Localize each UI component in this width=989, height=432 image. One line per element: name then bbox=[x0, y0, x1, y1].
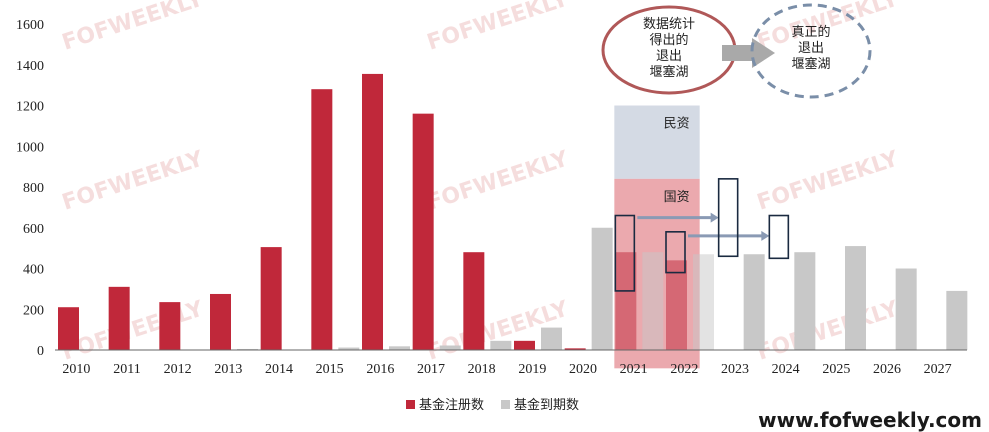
highlight-box-2022 bbox=[665, 231, 686, 274]
x-tick-label: 2022 bbox=[670, 362, 698, 377]
x-tick-label: 2011 bbox=[113, 362, 140, 377]
x-tick-label: 2025 bbox=[822, 362, 850, 377]
shift-arrowhead bbox=[710, 212, 719, 223]
x-tick-label: 2024 bbox=[772, 362, 800, 377]
bar-maturing-2018 bbox=[490, 340, 512, 350]
callout-line: 堰塞湖 bbox=[649, 64, 688, 80]
y-tick-label: 1000 bbox=[16, 140, 44, 155]
y-tick-label: 800 bbox=[23, 181, 44, 196]
bar-maturing-2019 bbox=[541, 327, 562, 350]
site-url: www.fofweekly.com bbox=[758, 408, 982, 432]
callout-arrow-body bbox=[722, 45, 752, 61]
bar-maturing-2013 bbox=[237, 348, 258, 350]
zone-label: 民资 bbox=[664, 117, 690, 132]
highlight-box-2023 bbox=[717, 178, 739, 258]
x-tick-label: 2014 bbox=[265, 362, 293, 377]
legend-swatch bbox=[406, 400, 415, 409]
bar-series bbox=[58, 73, 968, 351]
bar-registered-2018 bbox=[463, 252, 485, 350]
legend-swatch bbox=[501, 400, 510, 409]
shift-arrowhead bbox=[761, 230, 770, 241]
bar-registered-2017 bbox=[412, 113, 434, 351]
bar-registered-2014 bbox=[260, 247, 282, 350]
bar-registered-2022 bbox=[666, 260, 687, 350]
bar-registered-2015 bbox=[311, 89, 333, 350]
bar-maturing-2022 bbox=[693, 254, 714, 350]
bar-maturing-2015 bbox=[338, 347, 360, 350]
x-tick-label: 2015 bbox=[316, 362, 344, 377]
bar-maturing-2023 bbox=[743, 254, 765, 350]
x-axis: 2010 2011 2012 2013 2014 2015 2016 2017 2018 2019… bbox=[55, 349, 967, 377]
watermark-text: FOFWEEKLY bbox=[59, 146, 207, 215]
callout-line: 堰塞湖 bbox=[791, 56, 830, 72]
y-tick-label: 0 bbox=[37, 344, 44, 359]
x-tick-label: 2019 bbox=[518, 362, 546, 377]
watermark-text: FOFWEEKLY bbox=[59, 296, 207, 365]
bar-registered-2020 bbox=[564, 348, 586, 350]
x-tick-label: 2016 bbox=[366, 362, 394, 377]
watermark-text: FOFWEEKLY bbox=[754, 146, 902, 215]
legend-label: 基金注册数 bbox=[419, 397, 484, 413]
bar-maturing-2025 bbox=[845, 246, 866, 350]
bar-registered-2010 bbox=[58, 307, 79, 350]
bar-maturing-2024 bbox=[794, 252, 816, 350]
highlight-box-2021 bbox=[614, 214, 636, 292]
y-tick-label: 1200 bbox=[16, 100, 44, 115]
bar-registered-2011 bbox=[108, 286, 130, 350]
watermark-text: FOFWEEKLY bbox=[59, 0, 207, 56]
bar-registered-2021 bbox=[615, 252, 637, 350]
callout-line: 退出 bbox=[798, 41, 824, 56]
bar-registered-2013 bbox=[210, 293, 231, 350]
y-tick-label: 400 bbox=[23, 263, 44, 278]
x-tick-label: 2021 bbox=[620, 362, 648, 377]
callout-line: 真正的 bbox=[791, 24, 830, 40]
y-tick-label: 200 bbox=[23, 303, 44, 318]
bar-registered-2016 bbox=[362, 73, 383, 350]
highlight-box-2024 bbox=[768, 214, 790, 260]
x-tick-label: 2020 bbox=[569, 362, 597, 377]
x-tick-label: 2023 bbox=[721, 362, 749, 377]
watermark-text: FOFWEEKLY bbox=[424, 0, 572, 56]
x-tick-label: 2012 bbox=[164, 362, 192, 377]
annotation-layer bbox=[614, 178, 790, 292]
callout-line: 退出 bbox=[656, 49, 682, 64]
bar-maturing-2016 bbox=[389, 346, 410, 350]
x-tick-label: 2017 bbox=[417, 362, 445, 377]
bar-maturing-2027 bbox=[946, 290, 968, 350]
callout-line: 得出的 bbox=[649, 32, 688, 48]
bar-maturing-2020 bbox=[591, 227, 613, 350]
bar-registered-2019 bbox=[514, 340, 535, 350]
y-axis: 0 200 400 600 800 1000 1200 1400 1600 bbox=[16, 18, 44, 359]
watermark-text: FOFWEEKLY bbox=[424, 146, 572, 215]
x-tick-label: 2013 bbox=[214, 362, 242, 377]
zone-label: 国资 bbox=[664, 190, 690, 205]
x-tick-label: 2027 bbox=[924, 362, 952, 377]
zone-band bbox=[614, 105, 700, 179]
legend-label: 基金到期数 bbox=[514, 397, 579, 413]
bar-maturing-2017 bbox=[439, 345, 461, 350]
x-tick-label: 2026 bbox=[873, 362, 901, 377]
y-tick-label: 1400 bbox=[16, 59, 44, 74]
callout-arrow-head bbox=[752, 38, 775, 68]
legend: 基金注册数 基金到期数 bbox=[406, 397, 579, 413]
callout-ellipse-real bbox=[750, 3, 872, 99]
x-tick-label: 2010 bbox=[62, 362, 90, 377]
x-tick-label: 2018 bbox=[468, 362, 496, 377]
bar-maturing-2021 bbox=[642, 252, 664, 350]
callout-line: 数据统计 bbox=[643, 17, 695, 32]
bar-maturing-2026 bbox=[895, 268, 917, 350]
watermark-text: FOFWEEKLY bbox=[754, 296, 902, 365]
y-tick-label: 600 bbox=[23, 222, 44, 237]
bar-registered-2012 bbox=[159, 302, 181, 350]
y-tick-label: 1600 bbox=[16, 18, 44, 33]
